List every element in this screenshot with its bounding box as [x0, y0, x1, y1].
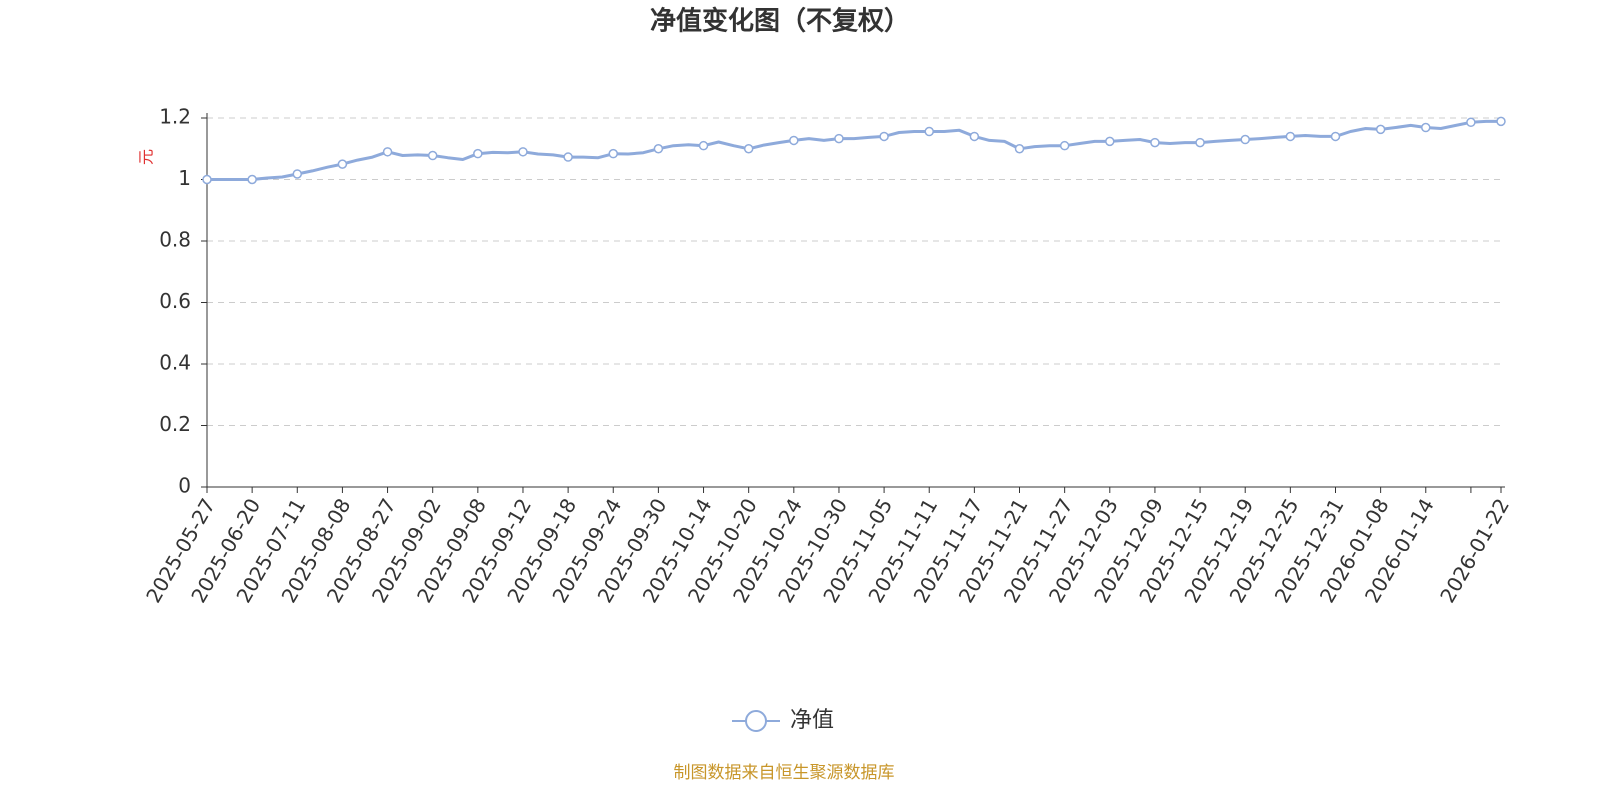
- data-point: [247, 174, 257, 185]
- data-point: [1195, 137, 1205, 148]
- y-axis-label: 元: [137, 149, 156, 165]
- data-point: [879, 131, 889, 142]
- source-note: 制图数据来自恒生聚源数据库: [674, 763, 895, 783]
- data-point: [608, 148, 619, 159]
- y-tick-label: 1: [178, 166, 191, 190]
- data-point: [834, 133, 844, 144]
- legend-label: 净值: [790, 708, 834, 733]
- data-point: [427, 150, 438, 161]
- data-point: [1150, 137, 1160, 148]
- data-point: [1421, 122, 1431, 133]
- data-line: [207, 119, 1501, 181]
- data-point: [1285, 131, 1296, 142]
- data-point: [1240, 134, 1250, 145]
- legend-symbol: [745, 710, 767, 732]
- data-point: [382, 147, 393, 157]
- data-point: [473, 148, 483, 159]
- y-tick-label: 0.6: [159, 289, 191, 313]
- data-point: [337, 159, 348, 169]
- data-point: [698, 140, 709, 151]
- chart-title: 净值变化图（不复权）: [650, 6, 910, 37]
- data-point: [518, 147, 528, 157]
- data-point: [969, 131, 980, 142]
- y-tick-label: 0.2: [159, 412, 191, 436]
- data-point: [292, 169, 303, 179]
- data-point: [1105, 136, 1115, 147]
- data-point: [563, 152, 573, 162]
- data-point: [653, 144, 664, 154]
- y-tick-label: 0: [178, 474, 191, 498]
- data-point: [1330, 131, 1341, 142]
- data-point: [924, 126, 934, 137]
- y-tick-label: 0.4: [159, 351, 191, 375]
- data-point: [1375, 124, 1386, 135]
- data-point: [202, 174, 212, 185]
- data-point: [1014, 144, 1025, 154]
- data-point: [743, 144, 754, 154]
- data-point: [1466, 117, 1476, 128]
- data-point: [1059, 140, 1070, 151]
- data-point: [1496, 116, 1506, 127]
- y-tick-label: 1.2: [159, 105, 191, 129]
- y-tick-label: 0.8: [159, 228, 191, 252]
- data-point: [789, 135, 799, 146]
- x-tick-label: 2026-01-22: [1435, 494, 1514, 607]
